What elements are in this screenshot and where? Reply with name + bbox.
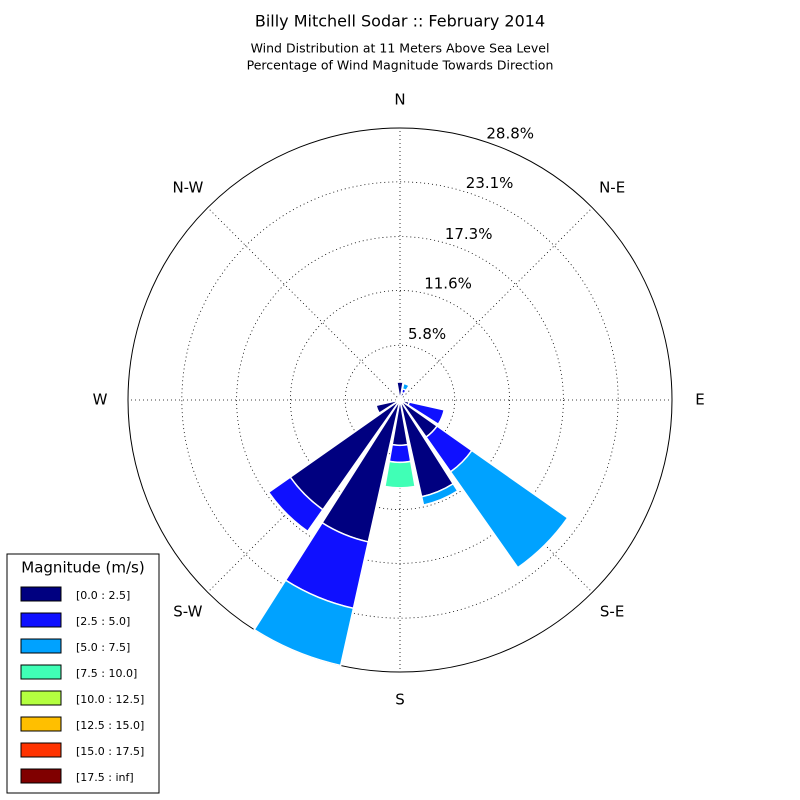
legend-label: [2.5 : 5.0] xyxy=(76,615,130,628)
direction-label: N-E xyxy=(599,178,625,196)
legend-label: [0.0 : 2.5] xyxy=(76,589,130,602)
grid-circle xyxy=(236,236,564,564)
chart-title: Billy Mitchell Sodar :: February 2014 xyxy=(255,12,545,31)
legend-swatch xyxy=(20,664,62,680)
legend-label: [17.5 : inf] xyxy=(76,771,134,784)
wedge xyxy=(406,401,446,426)
legend-swatch xyxy=(20,742,62,758)
wedge xyxy=(375,399,401,415)
r-tick-label: 23.1% xyxy=(466,174,514,192)
chart-subtitle: Wind Distribution at 11 Meters Above Sea… xyxy=(251,41,550,56)
radial-grid-line xyxy=(399,207,593,401)
direction-label: E xyxy=(695,391,704,409)
legend-swatch xyxy=(20,690,62,706)
legend-title: Magnitude (m/s) xyxy=(21,559,144,577)
radial-grid-line xyxy=(207,207,401,401)
r-tick-label: 17.3% xyxy=(445,225,493,243)
chart-subtitle: Percentage of Wind Magnitude Towards Dir… xyxy=(247,58,554,73)
wedge xyxy=(401,382,411,392)
legend-label: [5.0 : 7.5] xyxy=(76,641,130,654)
grid-circle xyxy=(127,127,673,673)
direction-label: N xyxy=(394,91,405,109)
legend-label: [12.5 : 15.0] xyxy=(76,719,144,732)
wedge xyxy=(449,449,569,569)
direction-label: S xyxy=(395,691,405,709)
r-tick-label: 11.6% xyxy=(424,275,472,293)
wedge xyxy=(384,460,416,489)
wedge xyxy=(253,579,355,667)
grid-circle xyxy=(181,181,619,619)
legend-swatch xyxy=(20,716,62,732)
wedge xyxy=(396,381,404,401)
grid-circle xyxy=(344,344,456,456)
direction-label: W xyxy=(93,391,108,409)
direction-label: S-W xyxy=(173,603,202,621)
wedge xyxy=(420,482,459,506)
legend-swatch xyxy=(20,612,62,628)
direction-label: S-E xyxy=(600,603,624,621)
r-tick-label: 5.8% xyxy=(408,325,446,343)
legend-label: [7.5 : 10.0] xyxy=(76,667,137,680)
legend-label: [10.0 : 12.5] xyxy=(76,693,144,706)
r-tick-label: 28.8% xyxy=(486,124,534,142)
legend-swatch xyxy=(20,768,62,784)
legend-swatch xyxy=(20,586,62,602)
wedge xyxy=(267,476,324,533)
direction-label: N-W xyxy=(172,178,203,196)
legend-label: [15.0 : 17.5] xyxy=(76,745,144,758)
wedge xyxy=(388,443,412,464)
legend-swatch xyxy=(20,638,62,654)
